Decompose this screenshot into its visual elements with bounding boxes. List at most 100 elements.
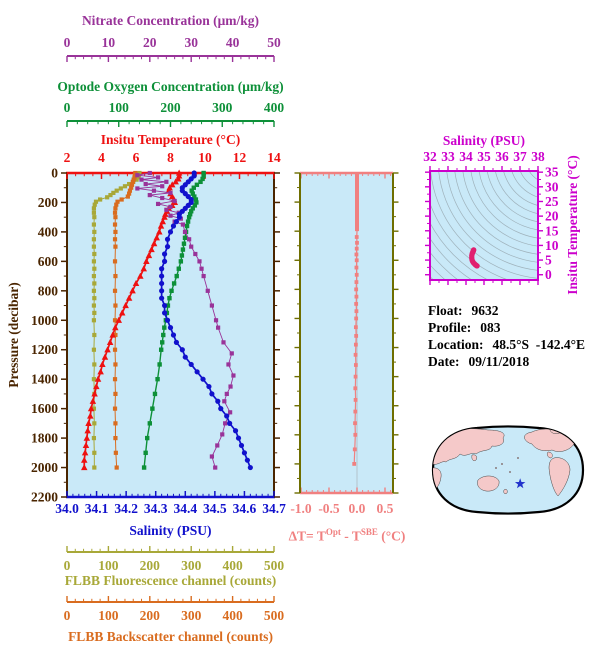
svg-text:33: 33 (441, 149, 455, 164)
date-value: 09/11/2018 (468, 354, 530, 369)
salinity-axis-title: Salinity (PSU) (129, 523, 212, 538)
svg-text:2: 2 (64, 150, 71, 165)
backscatter-axis-title: FLBB Backscatter channel (counts) (68, 629, 273, 644)
svg-text:2000: 2000 (31, 460, 58, 475)
svg-text:100: 100 (98, 608, 119, 623)
profile-plot-area (67, 173, 274, 497)
svg-text:35: 35 (545, 165, 559, 180)
delta-label-prefix: ΔT= T (288, 528, 326, 544)
svg-text:34.0: 34.0 (55, 501, 79, 516)
svg-text:300: 300 (181, 558, 202, 573)
svg-text:1800: 1800 (31, 431, 58, 446)
svg-text:20: 20 (143, 35, 157, 50)
svg-text:1000: 1000 (31, 313, 58, 328)
svg-text:1400: 1400 (31, 372, 58, 387)
oxygen-series (141, 170, 206, 470)
location-label: Location: (428, 337, 484, 352)
float-value: 9632 (471, 303, 499, 318)
float-info-row-location: Location: 48.5°S -142.4°E (428, 336, 585, 353)
svg-text:200: 200 (140, 558, 161, 573)
delta-t-plot: -1.0 -0.5 0.0 0.5 (290, 171, 399, 516)
fluorescence-axis: 0 100 200 300 400 500 (64, 546, 285, 573)
salinity-series (159, 170, 253, 471)
svg-text:5: 5 (545, 253, 552, 268)
float-label: Float: (428, 303, 463, 318)
svg-text:300: 300 (181, 608, 202, 623)
delta-t-axis-label: ΔT= TOpt - TSBE (°C) (267, 527, 427, 545)
salinity-axis: 34.0 34.1 34.2 34.3 34.4 34.5 34.6 34.7 (55, 491, 286, 516)
svg-text:500: 500 (264, 558, 285, 573)
svg-text:15: 15 (545, 223, 559, 238)
temperature-series (81, 169, 183, 471)
svg-text:400: 400 (38, 224, 59, 239)
svg-text:100: 100 (109, 100, 130, 115)
svg-text:30: 30 (184, 35, 198, 50)
svg-text:34.5: 34.5 (203, 501, 227, 516)
svg-text:0: 0 (64, 608, 71, 623)
svg-text:400: 400 (222, 608, 243, 623)
svg-text:50: 50 (267, 35, 281, 50)
svg-text:34.3: 34.3 (144, 501, 168, 516)
svg-text:37: 37 (513, 149, 527, 164)
svg-text:400: 400 (222, 558, 243, 573)
delta-label-sup-opt: Opt (325, 527, 341, 537)
svg-text:0: 0 (64, 558, 71, 573)
svg-text:34.1: 34.1 (85, 501, 109, 516)
pressure-axis-title: Pressure (decibar) (6, 282, 21, 388)
svg-text:36: 36 (495, 149, 509, 164)
svg-text:35: 35 (477, 149, 491, 164)
svg-text:200: 200 (140, 608, 161, 623)
map-land (433, 426, 576, 497)
svg-text:6: 6 (133, 150, 140, 165)
svg-text:500: 500 (264, 608, 285, 623)
float-info-row-float: Float: 9632 (428, 302, 585, 319)
profile-label: Profile: (428, 320, 472, 335)
ts-temperature-axis-title: Insitu Temperature (°C) (565, 155, 580, 295)
svg-text:0: 0 (545, 267, 552, 282)
svg-text:200: 200 (38, 195, 59, 210)
location-value: 48.5°S -142.4°E (492, 337, 586, 352)
svg-text:-0.5: -0.5 (318, 501, 340, 516)
svg-text:12: 12 (233, 150, 247, 165)
svg-text:0: 0 (64, 100, 71, 115)
backscatter-axis: 0 100 200 300 400 500 (64, 596, 285, 623)
svg-text:2200: 2200 (31, 490, 58, 505)
svg-text:300: 300 (212, 100, 233, 115)
nitrate-axis-title: Nitrate Concentration (μm/kg) (81, 13, 260, 28)
svg-text:1600: 1600 (31, 401, 58, 416)
svg-text:40: 40 (226, 35, 240, 50)
svg-text:38: 38 (531, 149, 545, 164)
svg-text:400: 400 (264, 100, 285, 115)
fluorescence-axis-title: FLBB Fluorescence channel (counts) (64, 573, 277, 588)
float-info: Float: 9632 Profile: 083 Location: 48.5°S -… (428, 302, 585, 370)
profile-value: 083 (480, 320, 501, 335)
delta-label-sup-sbe: SBE (360, 527, 378, 537)
svg-text:34.2: 34.2 (114, 501, 138, 516)
float-location-star (514, 478, 526, 489)
svg-text:1200: 1200 (31, 342, 58, 357)
ts-curve (469, 247, 480, 269)
pressure-axis: 0 200 400 600 800 1000 1200 1400 1600 1800 2000 220… (31, 166, 280, 505)
svg-text:0.5: 0.5 (377, 501, 394, 516)
svg-text:200: 200 (160, 100, 181, 115)
delta-label-suffix: (°C) (377, 528, 406, 544)
svg-text:34: 34 (459, 149, 473, 164)
svg-text:8: 8 (167, 150, 174, 165)
svg-text:10: 10 (198, 150, 212, 165)
float-info-row-profile: Profile: 083 (428, 319, 585, 336)
svg-text:20: 20 (545, 209, 559, 224)
svg-text:800: 800 (38, 283, 59, 298)
svg-text:25: 25 (545, 194, 559, 209)
svg-text:34.4: 34.4 (173, 501, 197, 516)
svg-text:600: 600 (38, 254, 59, 269)
oxygen-axis-title: Optode Oxygen Concentration (μm/kg) (57, 79, 284, 94)
svg-text:-1.0: -1.0 (290, 501, 312, 516)
svg-text:4: 4 (98, 150, 105, 165)
backscatter-series (112, 170, 138, 470)
svg-text:0: 0 (51, 166, 58, 181)
svg-text:0.0: 0.0 (349, 501, 366, 516)
svg-text:10: 10 (102, 35, 116, 50)
